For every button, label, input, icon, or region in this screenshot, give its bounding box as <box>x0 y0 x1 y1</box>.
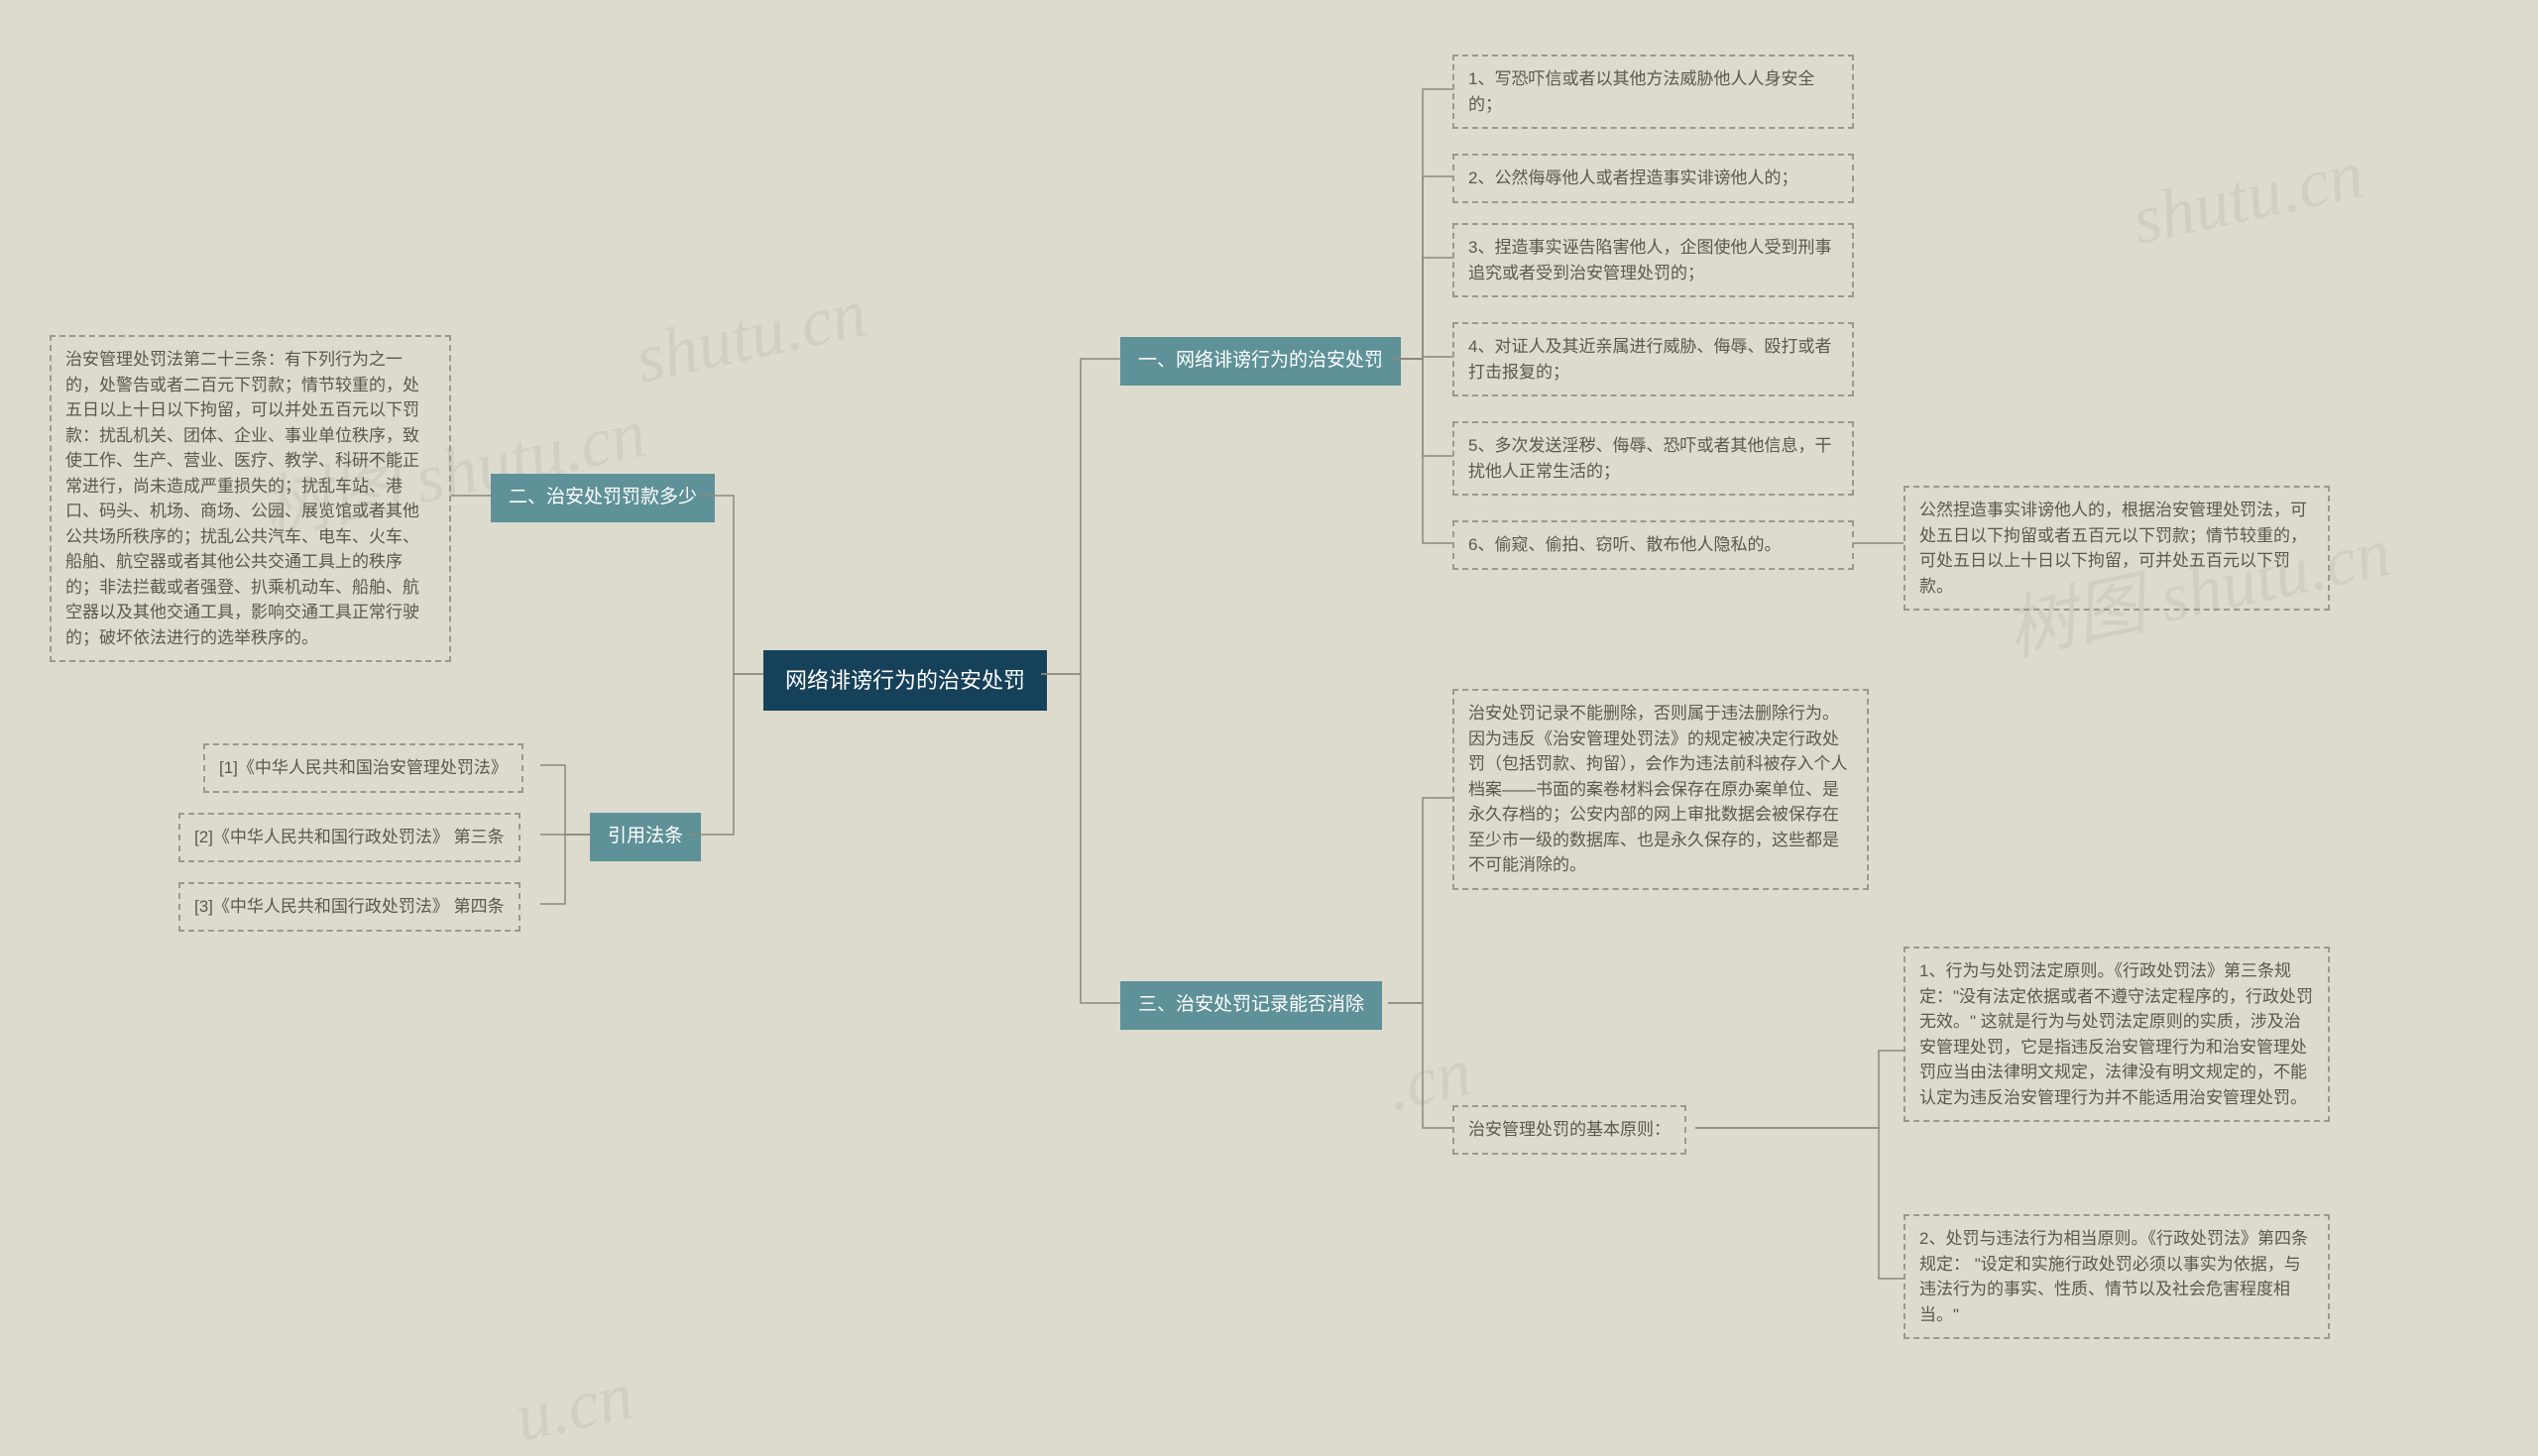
leaf-3-2a: 1、行为与处罚法定原则。《行政处罚法》第三条规定："没有法定依据或者不遵守法定程… <box>1904 947 2330 1122</box>
leaf-1-1: 1、写恐吓信或者以其他方法威胁他人人身安全的； <box>1452 55 1854 129</box>
leaf-2-1: 治安管理处罚法第二十三条：有下列行为之一的，处警告或者二百元下罚款；情节较重的，… <box>50 335 451 662</box>
leaf-1-6: 6、偷窥、偷拍、窃听、散布他人隐私的。 <box>1452 520 1854 570</box>
leaf-3-2: 治安管理处罚的基本原则： <box>1452 1105 1686 1155</box>
root-node: 网络诽谤行为的治安处罚 <box>763 650 1047 711</box>
leaf-1-4: 4、对证人及其近亲属进行威胁、侮辱、殴打或者打击报复的； <box>1452 322 1854 396</box>
watermark: shutu.cn <box>2126 135 2370 261</box>
branch-4: 引用法条 <box>590 813 701 861</box>
leaf-4-3: [3]《中华人民共和国行政处罚法》 第四条 <box>178 882 520 932</box>
leaf-4-1: [1]《中华人民共和国治安管理处罚法》 <box>203 743 523 793</box>
leaf-1-2: 2、公然侮辱他人或者捏造事实诽谤他人的； <box>1452 154 1854 203</box>
leaf-1-5: 5、多次发送淫秽、侮辱、恐吓或者其他信息，干扰他人正常生活的； <box>1452 421 1854 496</box>
leaf-1-3: 3、捏造事实诬告陷害他人，企图使他人受到刑事追究或者受到治安管理处罚的； <box>1452 223 1854 297</box>
watermark: shutu.cn <box>629 274 873 399</box>
leaf-3-1: 治安处罚记录不能删除，否则属于违法删除行为。因为违反《治安管理处罚法》的规定被决… <box>1452 689 1869 890</box>
leaf-3-2b: 2、处罚与违法行为相当原则。《行政处罚法》第四条规定： "设定和实施行政处罚必须… <box>1904 1214 2330 1339</box>
branch-2: 二、治安处罚罚款多少 <box>491 474 715 522</box>
watermark: u.cn <box>509 1357 640 1456</box>
branch-3: 三、治安处罚记录能否消除 <box>1120 981 1382 1030</box>
leaf-1-6a: 公然捏造事实诽谤他人的，根据治安管理处罚法，可处五日以下拘留或者五百元以下罚款；… <box>1904 486 2330 611</box>
leaf-4-2: [2]《中华人民共和国行政处罚法》 第三条 <box>178 813 520 862</box>
branch-1: 一、网络诽谤行为的治安处罚 <box>1120 337 1401 386</box>
